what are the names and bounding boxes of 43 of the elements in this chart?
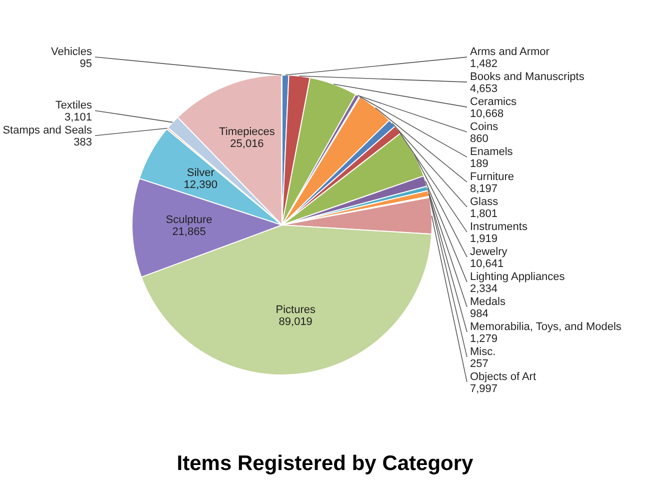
data-label: 12,390 (184, 178, 218, 191)
slice-label: Jewelry (470, 246, 508, 258)
slice-label: Instruments (470, 221, 528, 234)
slice-label: Medals (470, 296, 506, 308)
data-label: 189 (470, 158, 488, 170)
slice-label: Vehicles (51, 46, 92, 58)
slice-label: Sculpture (166, 214, 212, 226)
data-label: 1,919 (470, 233, 498, 246)
data-label: 2,334 (470, 283, 498, 296)
data-label: 383 (74, 136, 92, 149)
data-label: 257 (470, 358, 488, 370)
data-label: 984 (470, 308, 488, 320)
slice-label: Textiles (55, 100, 92, 112)
data-label: 4,653 (470, 83, 498, 96)
data-label: 1,801 (470, 208, 498, 220)
slice-label: Pictures (276, 304, 316, 316)
slice-label: Arms and Armor (470, 46, 550, 58)
data-label: 25,016 (230, 138, 264, 150)
slice-label: Silver (186, 166, 215, 179)
data-label: 860 (470, 133, 488, 146)
slice-label: Glass (470, 196, 499, 208)
slice-label: Misc. (470, 346, 496, 358)
data-label: 10,668 (470, 108, 504, 120)
slice-label: Objects of Art (470, 371, 536, 384)
data-label: 3,101 (64, 112, 92, 124)
data-label: 21,865 (172, 226, 206, 238)
data-label: 7,997 (470, 383, 498, 396)
data-label: 1,482 (470, 58, 498, 70)
slice-label: Lighting Appliances (470, 271, 566, 284)
data-label: 10,641 (470, 258, 504, 270)
slice-label: Stamps and Seals (2, 124, 92, 137)
slice-label: Furniture (470, 171, 514, 184)
text: Items Registered by Category (176, 452, 474, 475)
slice-label: Memorabilia, Toys, and Models (470, 321, 622, 334)
data-label: 8,197 (470, 183, 498, 196)
slice-label: Books and Manuscripts (470, 71, 585, 84)
data-label: 95 (80, 58, 92, 70)
slice-label: Coins (470, 121, 499, 134)
slice-label: Timepieces (219, 126, 276, 138)
slice-label: Ceramics (470, 96, 517, 108)
data-label: 89,019 (278, 316, 312, 328)
data-label: 1,279 (470, 333, 498, 346)
slice-label: Enamels (470, 146, 514, 158)
